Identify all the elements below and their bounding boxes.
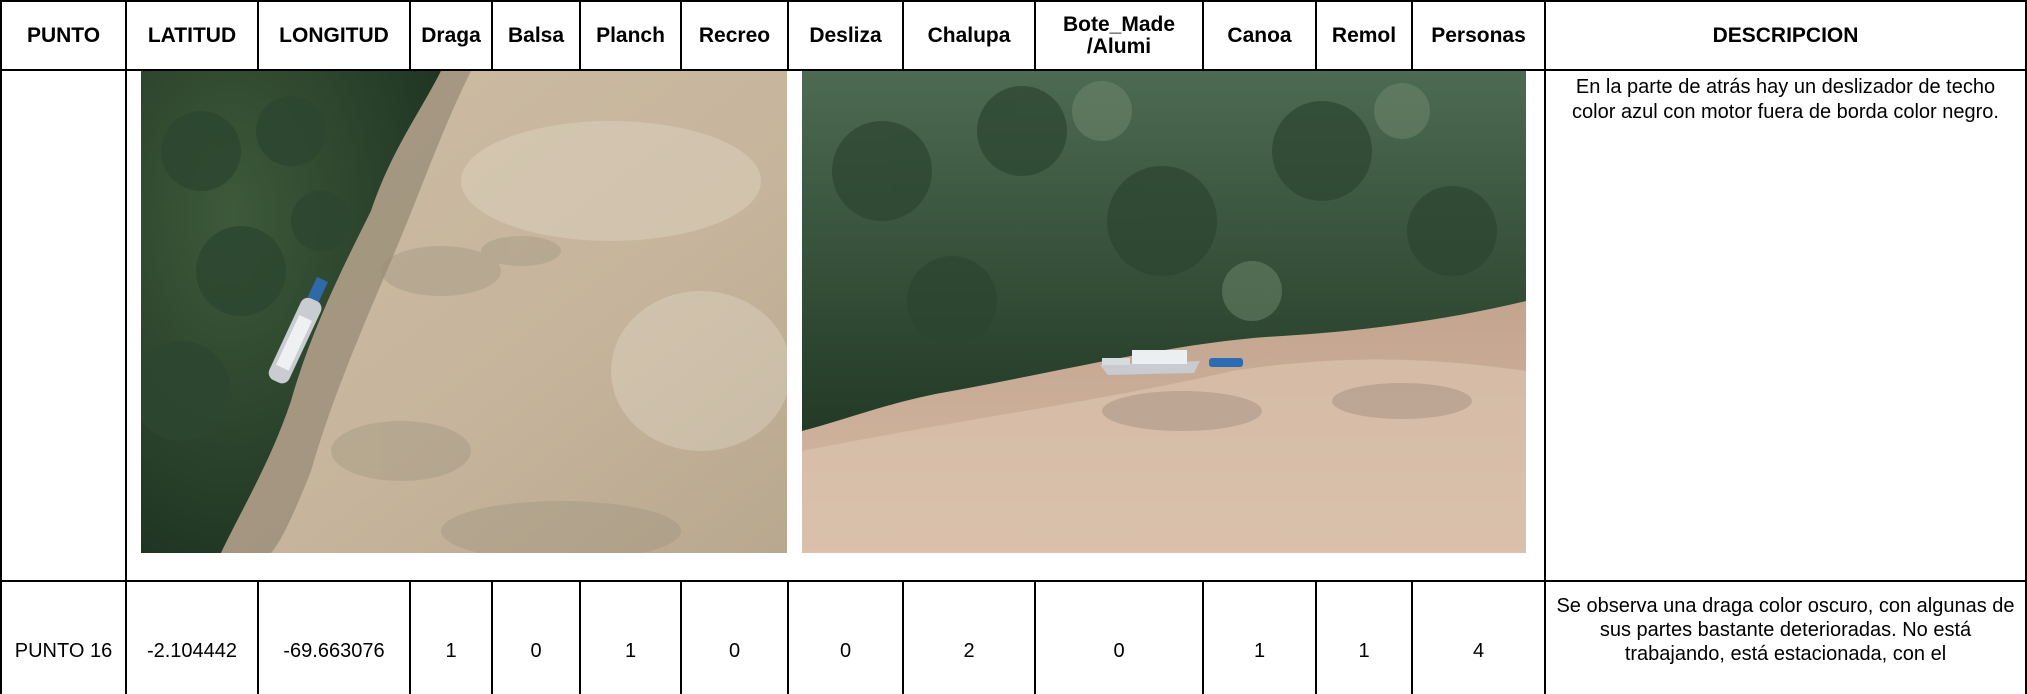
data-cell: 2 — [904, 582, 1036, 694]
description-cell: Se observa una draga color oscuro, con a… — [1546, 582, 2027, 694]
header-cell-text: Remol — [1331, 23, 1397, 47]
data-cell-text: 0 — [530, 640, 542, 662]
header-cell-text: Draga — [421, 23, 481, 47]
header-cell-text: Canoa — [1227, 23, 1292, 47]
header-cell-text: Personas — [1431, 23, 1526, 47]
description-cell: En la parte de atrás hay un deslizador d… — [1546, 71, 2027, 582]
data-cell: -69.663076 — [259, 582, 411, 694]
header-cell: PUNTO — [2, 2, 127, 71]
photo-cell — [127, 71, 1546, 582]
data-cell-text: -69.663076 — [283, 640, 385, 662]
header-cell: DESCRIPCION — [1546, 2, 2027, 71]
header-cell: LATITUD — [127, 2, 259, 71]
header-cell: Draga — [411, 2, 493, 71]
header-cell: Chalupa — [904, 2, 1036, 71]
description-cell-text: Se observa una draga color oscuro, con a… — [1556, 595, 2015, 665]
header-cell-text: Desliza — [809, 23, 882, 47]
photo-right — [802, 71, 1526, 553]
data-cell: 1 — [411, 582, 493, 694]
data-cell: 1 — [1204, 582, 1317, 694]
data-cell: 0 — [1036, 582, 1204, 694]
description-cell-text: En la parte de atrás hay un deslizador d… — [1572, 76, 1999, 123]
data-cell: 0 — [493, 582, 581, 694]
header-cell: Canoa — [1204, 2, 1317, 71]
data-cell-text: 4 — [1472, 640, 1485, 662]
data-cell-text: 0 — [839, 640, 852, 662]
data-cell: 0 — [682, 582, 789, 694]
header-cell-text: LATITUD — [147, 23, 237, 47]
data-cell-text: 0 — [1113, 640, 1125, 662]
data-cell: -2.104442 — [127, 582, 259, 694]
header-cell-text: Chalupa — [927, 23, 1011, 47]
data-cell-text: 1 — [445, 640, 457, 662]
header-cell: Remol — [1317, 2, 1413, 71]
header-cell-text: Bote_Made /Alumi — [1062, 12, 1176, 58]
data-cell-text: 1 — [1358, 640, 1370, 662]
empty-cell — [2, 71, 127, 582]
header-cell: LONGITUD — [259, 2, 411, 71]
header-cell: Desliza — [789, 2, 904, 71]
header-cell-text: Planch — [596, 23, 665, 47]
data-cell: PUNTO 16 — [2, 582, 127, 694]
data-cell-text: 1 — [624, 640, 637, 662]
data-cell: 1 — [1317, 582, 1413, 694]
header-cell: Recreo — [682, 2, 789, 71]
data-cell: 4 — [1413, 582, 1546, 694]
header-cell-text: Balsa — [507, 23, 565, 47]
data-cell: 1 — [581, 582, 682, 694]
header-cell: Balsa — [493, 2, 581, 71]
data-cell-text: 2 — [963, 640, 975, 662]
header-cell-text: Recreo — [698, 23, 771, 47]
header-cell: Personas — [1413, 2, 1546, 71]
header-cell: Planch — [581, 2, 682, 71]
header-cell-text: DESCRIPCION — [1712, 23, 1859, 47]
data-cell-text: 0 — [728, 640, 741, 662]
data-cell-text: PUNTO 16 — [14, 640, 113, 662]
header-cell-text: PUNTO — [26, 23, 101, 47]
photo-left — [141, 71, 787, 553]
data-cell-text: -2.104442 — [146, 640, 238, 662]
header-cell: Bote_Made /Alumi — [1036, 2, 1204, 71]
header-cell-text: LONGITUD — [279, 23, 389, 47]
data-cell: 0 — [789, 582, 904, 694]
data-cell-text: 1 — [1253, 640, 1266, 662]
